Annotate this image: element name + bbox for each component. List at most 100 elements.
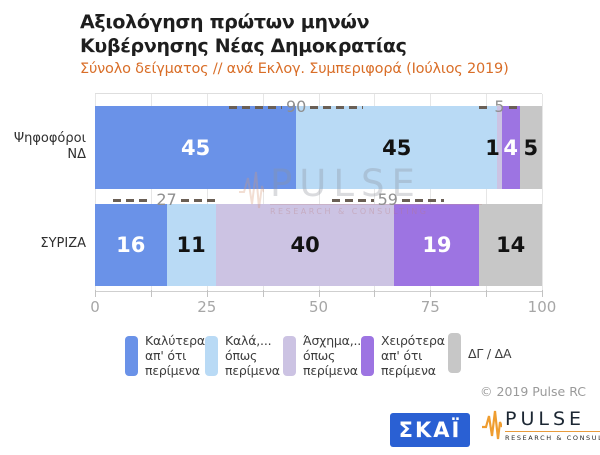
annotation-dash [180,198,221,202]
legend-swatch [205,335,218,376]
legend-swatch [125,335,138,376]
bar-value-label: 1 [485,135,500,160]
gridline [430,94,432,291]
legend-label-line: όπως [303,348,336,363]
legend-label-line: περίμενα [225,363,280,378]
legend-label: ΔΓ / ΔΑ [468,345,512,361]
annotation-value: 59 [377,190,398,209]
chart-title: Αξιολόγηση πρώτων μηνών Κυβέρνησης Νέας … [80,10,407,58]
legend-label: Καλύτερα απ' ότι περίμενα [145,333,205,378]
bar-value-label: 4 [503,135,518,160]
axis-tick [486,290,488,297]
gridline [150,94,152,291]
axis-tick [150,290,152,297]
x-axis: 0 25 50 75 100 [90,290,556,316]
annotation-dash [310,105,364,109]
legend-label: Καλά,... όπως περίμενα [225,333,280,378]
axis-tick-label: 0 [90,298,100,316]
legend-label-line: Καλά,... [225,333,272,348]
legend-label-line: Άσχημα,... [303,333,365,348]
chart-title-line1: Αξιολόγηση πρώτων μηνών [80,11,370,33]
bar-value-label: 11 [176,233,206,257]
skai-logo: ΣΚΑΪ [390,413,470,447]
axis-tick-label: 75 [420,298,440,316]
legend-swatch [283,335,296,376]
bar-segment: 19 [394,204,480,286]
annotation-dash [508,105,520,109]
gridline [95,94,96,291]
legend-item: Χειρότερα απ' ότι περίμενα [361,333,445,378]
category-label: Ψηφοφόροι ΝΔ [0,105,86,188]
category-label-line: Ψηφοφόροι [13,130,86,146]
gridline [374,94,376,291]
legend-label-line: όπως [225,348,258,363]
bar-segment: 4 [501,106,520,189]
annotation-dash [401,198,444,202]
bar-segment: 45 [95,106,297,189]
axis-tick-label: 50 [308,298,329,316]
legend-label: Χειρότερα απ' ότι περίμενα [381,333,445,378]
legend-label-line: Καλύτερα [145,333,205,348]
bar-row: 45 45 1 4 5 [95,106,542,189]
legend-item: Καλύτερα απ' ότι περίμενα [125,333,205,378]
bar-segment: 45 [296,106,498,189]
legend-swatch [448,333,461,373]
legend-item: ΔΓ / ΔΑ [448,333,512,373]
axis-tick-label: 100 [527,298,557,316]
axis-tick [206,290,208,297]
axis-tick [318,290,320,297]
annotation-dash [331,198,374,202]
legend-item: Άσχημα,... όπως περίμενα [283,333,365,378]
category-label-line: ΝΔ [67,146,86,162]
axis-tick [95,290,96,297]
axis-tick [430,290,432,297]
bar-value-label: 45 [180,135,211,160]
pulse-waveform-icon [482,410,502,440]
axis-tick [542,290,543,297]
skai-logo-text: ΣΚΑΪ [398,418,462,442]
legend-label-line: Χειρότερα [381,333,445,348]
bar-row: 16 11 40 19 14 [95,204,542,286]
bar-value-label: 5 [523,135,539,160]
axis-tick [374,290,376,297]
legend-item: Καλά,... όπως περίμενα [205,333,280,378]
sum-annotation: 5 [479,97,520,117]
sum-annotation: 59 [331,190,444,210]
gridline [206,94,208,291]
bar-value-label: 16 [116,233,146,257]
legend-label-line: περίμενα [145,363,200,378]
bar-value-label: 40 [290,233,320,257]
chart-title-line2: Κυβέρνησης Νέας Δημοκρατίας [80,35,407,57]
gridline [318,94,320,291]
chart-subtitle: Σύνολο δείγματος // ανά Εκλογ. Συμπεριφο… [80,61,509,77]
pulse-logo-text: PULSE [505,408,600,432]
annotation-value: 27 [156,190,177,209]
gridline [486,94,488,291]
axis-tick-label: 25 [197,298,217,316]
pulse-logo-subtext: RESEARCH & CONSULTING [505,433,600,442]
legend-label-line: περίμενα [381,363,436,378]
bar-segment: 16 [95,204,167,286]
annotation-value: 90 [285,97,307,116]
bar-segment: 14 [479,204,542,286]
annotation-dash [229,105,282,109]
sum-annotation: 27 [112,190,221,210]
bar-segment: 1 [485,106,502,189]
category-label: ΣΥΡΙΖΑ [0,203,86,285]
legend-label-line: ΔΓ / ΔΑ [468,345,512,361]
annotation-dash [479,105,491,109]
bar-value-label: 45 [382,135,412,160]
y-axis-labels: Ψηφοφόροι ΝΔ ΣΥΡΙΖΑ [0,93,86,290]
legend-swatch [361,335,374,376]
annotation-value: 5 [494,97,505,116]
copyright-text: © 2019 Pulse RC [480,384,586,399]
legend-label-line: απ' ότι [381,348,423,363]
bar-value-label: 19 [422,233,452,257]
bar-value-label: 14 [496,233,526,257]
plot-area: 45 45 1 4 5 16 11 40 19 14 90 5 27 59 [95,93,543,292]
legend-label-line: απ' ότι [145,348,187,363]
legend-label: Άσχημα,... όπως περίμενα [303,333,365,378]
category-label-line: ΣΥΡΙΖΑ [40,236,86,251]
gridline [262,94,264,291]
bar-segment: 5 [519,106,542,189]
